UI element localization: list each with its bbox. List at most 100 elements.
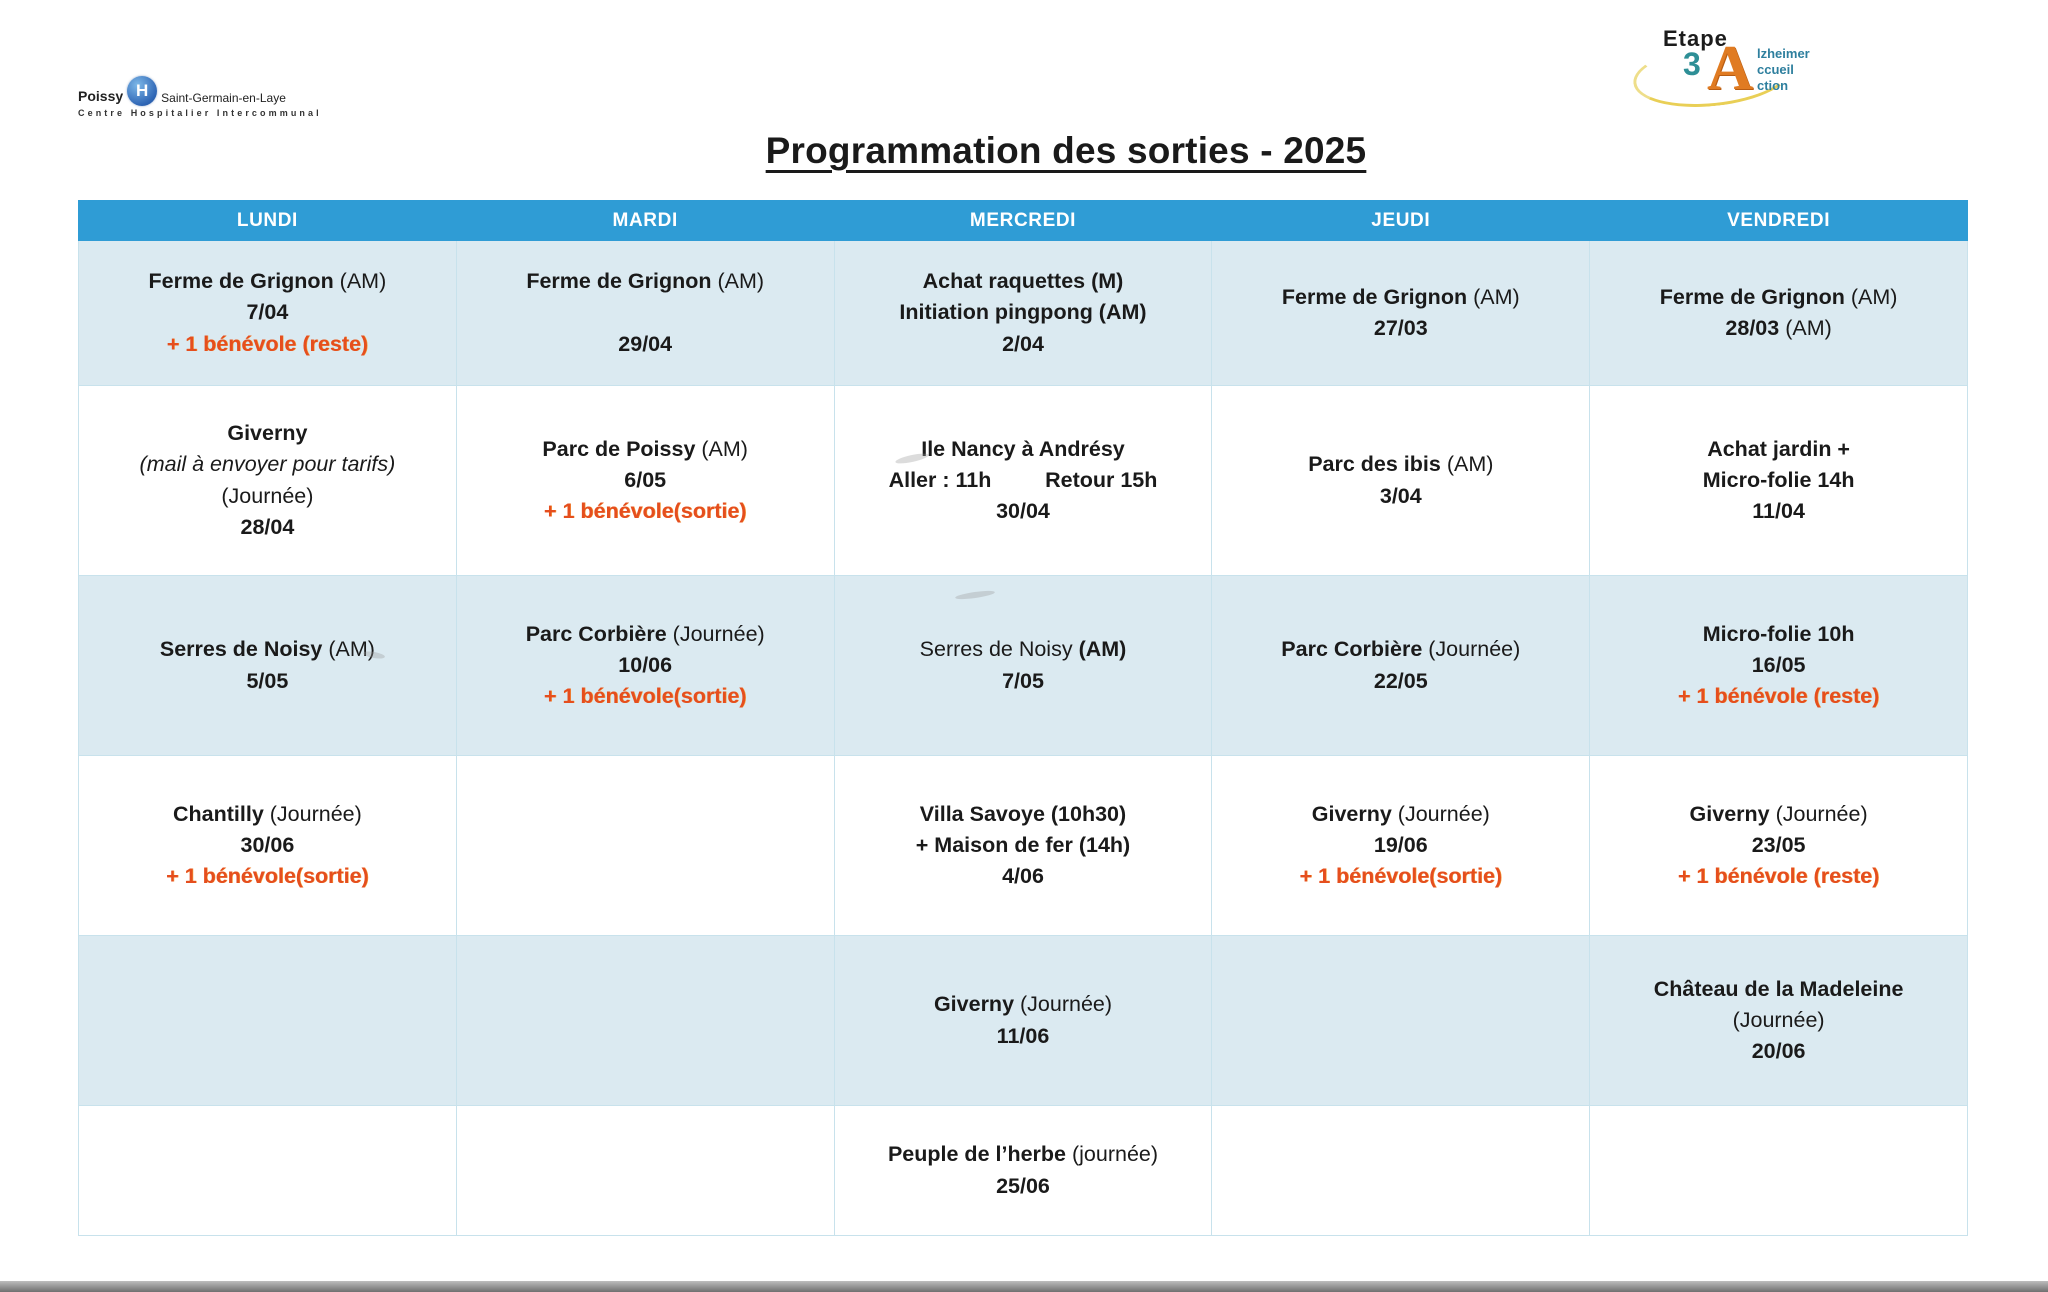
schedule-text-segment: 30/04 xyxy=(996,499,1050,524)
schedule-cell: Peuple de l’herbe (journée) 25/06 xyxy=(833,1105,1213,1236)
schedule-text-segment: Ile Nancy à Andrésy xyxy=(921,436,1125,461)
schedule-text-segment: (Journée) xyxy=(221,483,314,508)
schedule-text-segment: 7/04 xyxy=(246,300,289,325)
schedule-cell-line: 30/06 xyxy=(89,830,446,861)
schedule-text-segment: 11/04 xyxy=(1752,499,1805,524)
schedule-cell-line: 22/05 xyxy=(1222,666,1579,697)
schedule-text-segment: + 1 bénévole (reste) xyxy=(166,331,369,356)
schedule-table-head: LUNDI MARDI MERCREDI JEUDI VENDREDI xyxy=(78,200,1968,241)
schedule-text-segment: Micro-folie 14h xyxy=(1702,467,1855,492)
etape3a-line-alzheimer: lzheimer xyxy=(1757,46,1810,61)
schedule-cell-line: (mail à envoyer pour tarifs) xyxy=(89,449,446,480)
schedule-text-segment: Aller : 11h Retour 15h xyxy=(888,467,1158,492)
schedule-text-segment: (Journée) xyxy=(1391,801,1490,826)
schedule-text-segment: Ferme de Grignon xyxy=(1281,284,1468,309)
day-header: JEUDI xyxy=(1211,200,1591,241)
schedule-text-segment: 28/03 xyxy=(1725,316,1780,340)
schedule-text-segment: Villa Savoye (10h30) xyxy=(919,801,1127,826)
schedule-cell-line: 2/04 xyxy=(845,329,1202,360)
schedule-text-segment: Chantilly xyxy=(173,801,264,826)
schedule-cell: Ferme de Grignon (AM) 29/04 xyxy=(455,240,835,386)
schedule-cell-line: Giverny (Journée) xyxy=(845,989,1202,1020)
hospital-city2-label: Saint-Germain-en-Laye xyxy=(161,91,286,105)
schedule-cell: Micro-folie 10h 16/05 + 1 bénévole (reste) xyxy=(1589,575,1968,756)
schedule-cell: Giverny (Journée) 23/05 + 1 bénévole (rest… xyxy=(1589,755,1968,936)
schedule-text-segment: (AM) xyxy=(1072,637,1127,662)
schedule-cell: Château de la Madeleine (Journée) 20/06 xyxy=(1589,935,1968,1106)
schedule-cell: Giverny (Journée) 11/06 xyxy=(833,935,1213,1106)
schedule-text-segment: + 1 bénévole(sortie) xyxy=(543,499,747,524)
schedule-cell: Giverny (Journée) 19/06 + 1 bénévole(sorti… xyxy=(1211,755,1591,936)
schedule-cell xyxy=(1211,935,1591,1106)
day-header: VENDREDI xyxy=(1589,200,1968,241)
schedule-cell-line: + 1 bénévole(sortie) xyxy=(89,861,446,892)
schedule-text-segment: Achat jardin + xyxy=(1707,436,1850,461)
schedule-cell-line: Ferme de Grignon (AM) xyxy=(89,266,446,297)
schedule-cell: Serres de Noisy (AM) 7/05 xyxy=(833,575,1213,756)
schedule-text-segment: + 1 bénévole (reste) xyxy=(1677,684,1880,709)
etape3a-words: lzheimer ccueil ction xyxy=(1757,46,1810,94)
schedule-text-segment: 7/05 xyxy=(1002,668,1044,693)
schedule-text-segment: Achat raquettes (M) xyxy=(922,269,1124,294)
schedule-table-body: Ferme de Grignon (AM) 7/04 + 1 bénévole (r… xyxy=(78,240,1968,1236)
schedule-cell-line: Parc Corbière (Journée) xyxy=(467,619,824,650)
schedule-text-segment: + 1 bénévole (reste) xyxy=(1677,864,1880,889)
schedule-cell-line: 25/06 xyxy=(845,1171,1202,1202)
schedule-cell-line: 11/06 xyxy=(845,1021,1202,1052)
schedule-text-segment: 10/06 xyxy=(618,652,673,677)
schedule-text-segment: Parc Corbière xyxy=(525,621,667,646)
schedule-text-segment: Giverny xyxy=(933,992,1015,1017)
schedule-text-segment: 23/05 xyxy=(1751,832,1806,857)
schedule-cell-line: 10/06 xyxy=(467,650,824,681)
schedule-text-segment: 28/04 xyxy=(240,514,295,539)
schedule-cell xyxy=(455,1105,835,1236)
schedule-cell-line: 5/05 xyxy=(89,666,446,697)
schedule-cell-line: + Maison de fer (14h) xyxy=(845,830,1202,861)
schedule-text-segment: + 1 bénévole(sortie) xyxy=(543,684,747,709)
schedule-text-segment: (Journée) xyxy=(1732,1007,1825,1032)
hospital-logo: Poissy H Saint-Germain-en-Laye Centre Ho… xyxy=(78,76,319,118)
schedule-cell-line: + 1 bénévole(sortie) xyxy=(1222,861,1579,892)
schedule-text-segment: 16/05 xyxy=(1751,652,1806,677)
schedule-cell-line: Ferme de Grignon (AM) xyxy=(1600,282,1957,313)
hospital-city-label: Poissy xyxy=(78,88,124,104)
schedule-cell: Giverny (mail à envoyer pour tarifs) (Jour… xyxy=(78,385,457,576)
schedule-text-segment: (Journée) xyxy=(1769,801,1868,826)
schedule-cell xyxy=(1211,1105,1591,1236)
schedule-cell-line: 28/04 xyxy=(89,512,446,543)
schedule-table: LUNDI MARDI MERCREDI JEUDI VENDREDI Ferme de… xyxy=(78,200,1968,1236)
schedule-cell-line: 19/06 xyxy=(1222,830,1579,861)
schedule-cell-line: Micro-folie 10h xyxy=(1600,619,1957,650)
schedule-cell-line: Parc des ibis (AM) xyxy=(1222,449,1579,480)
schedule-text-segment: Ferme de Grignon xyxy=(1659,284,1845,309)
schedule-text-segment: (AM) xyxy=(1779,316,1832,340)
schedule-text-segment: Giverny xyxy=(227,421,308,446)
schedule-cell-line: 6/05 xyxy=(467,465,824,496)
schedule-cell: Parc des ibis (AM) 3/04 xyxy=(1211,385,1591,576)
schedule-text-segment: 5/05 xyxy=(246,668,289,693)
schedule-cell: Achat raquettes (M) Initiation pingpong (… xyxy=(833,240,1213,386)
hospital-logo-row: Poissy H Saint-Germain-en-Laye xyxy=(78,76,318,106)
schedule-text-segment: + 1 bénévole(sortie) xyxy=(166,864,369,889)
schedule-text-segment: Peuple de l’herbe xyxy=(887,1142,1066,1167)
schedule-cell: Chantilly (Journée) 30/06 + 1 bénévole(sor… xyxy=(78,755,457,936)
schedule-text-segment: Giverny xyxy=(1689,801,1770,826)
schedule-row: Serres de Noisy (AM) 5/05 Parc Corbière (J… xyxy=(78,575,1968,756)
schedule-text-segment: 30/06 xyxy=(240,832,295,857)
schedule-text-segment: (Journée) xyxy=(1422,637,1521,662)
schedule-cell-line: + 1 bénévole (reste) xyxy=(1600,681,1957,712)
schedule-text-segment: (AM) xyxy=(695,436,748,461)
schedule-text-segment: Parc de Poissy xyxy=(542,436,696,461)
schedule-cell-line: 7/04 xyxy=(89,297,446,328)
etape3a-line-accueil: ccueil xyxy=(1757,62,1794,77)
schedule-cell: Parc de Poissy (AM) 6/05 + 1 bénévole(sort… xyxy=(455,385,835,576)
schedule-cell xyxy=(455,935,835,1106)
schedule-cell-line: 7/05 xyxy=(845,666,1202,697)
schedule-cell: Ile Nancy à Andrésy Aller : 11h Retour 15… xyxy=(833,385,1213,576)
schedule-cell: Ferme de Grignon (AM) 28/03 (AM) xyxy=(1589,240,1968,386)
schedule-cell xyxy=(78,1105,457,1236)
scan-edge-bar xyxy=(0,1281,2048,1292)
schedule-text-segment: (journée) xyxy=(1066,1142,1159,1167)
schedule-cell-line: 20/06 xyxy=(1600,1036,1957,1067)
schedule-text-segment: 11/06 xyxy=(996,1023,1050,1048)
